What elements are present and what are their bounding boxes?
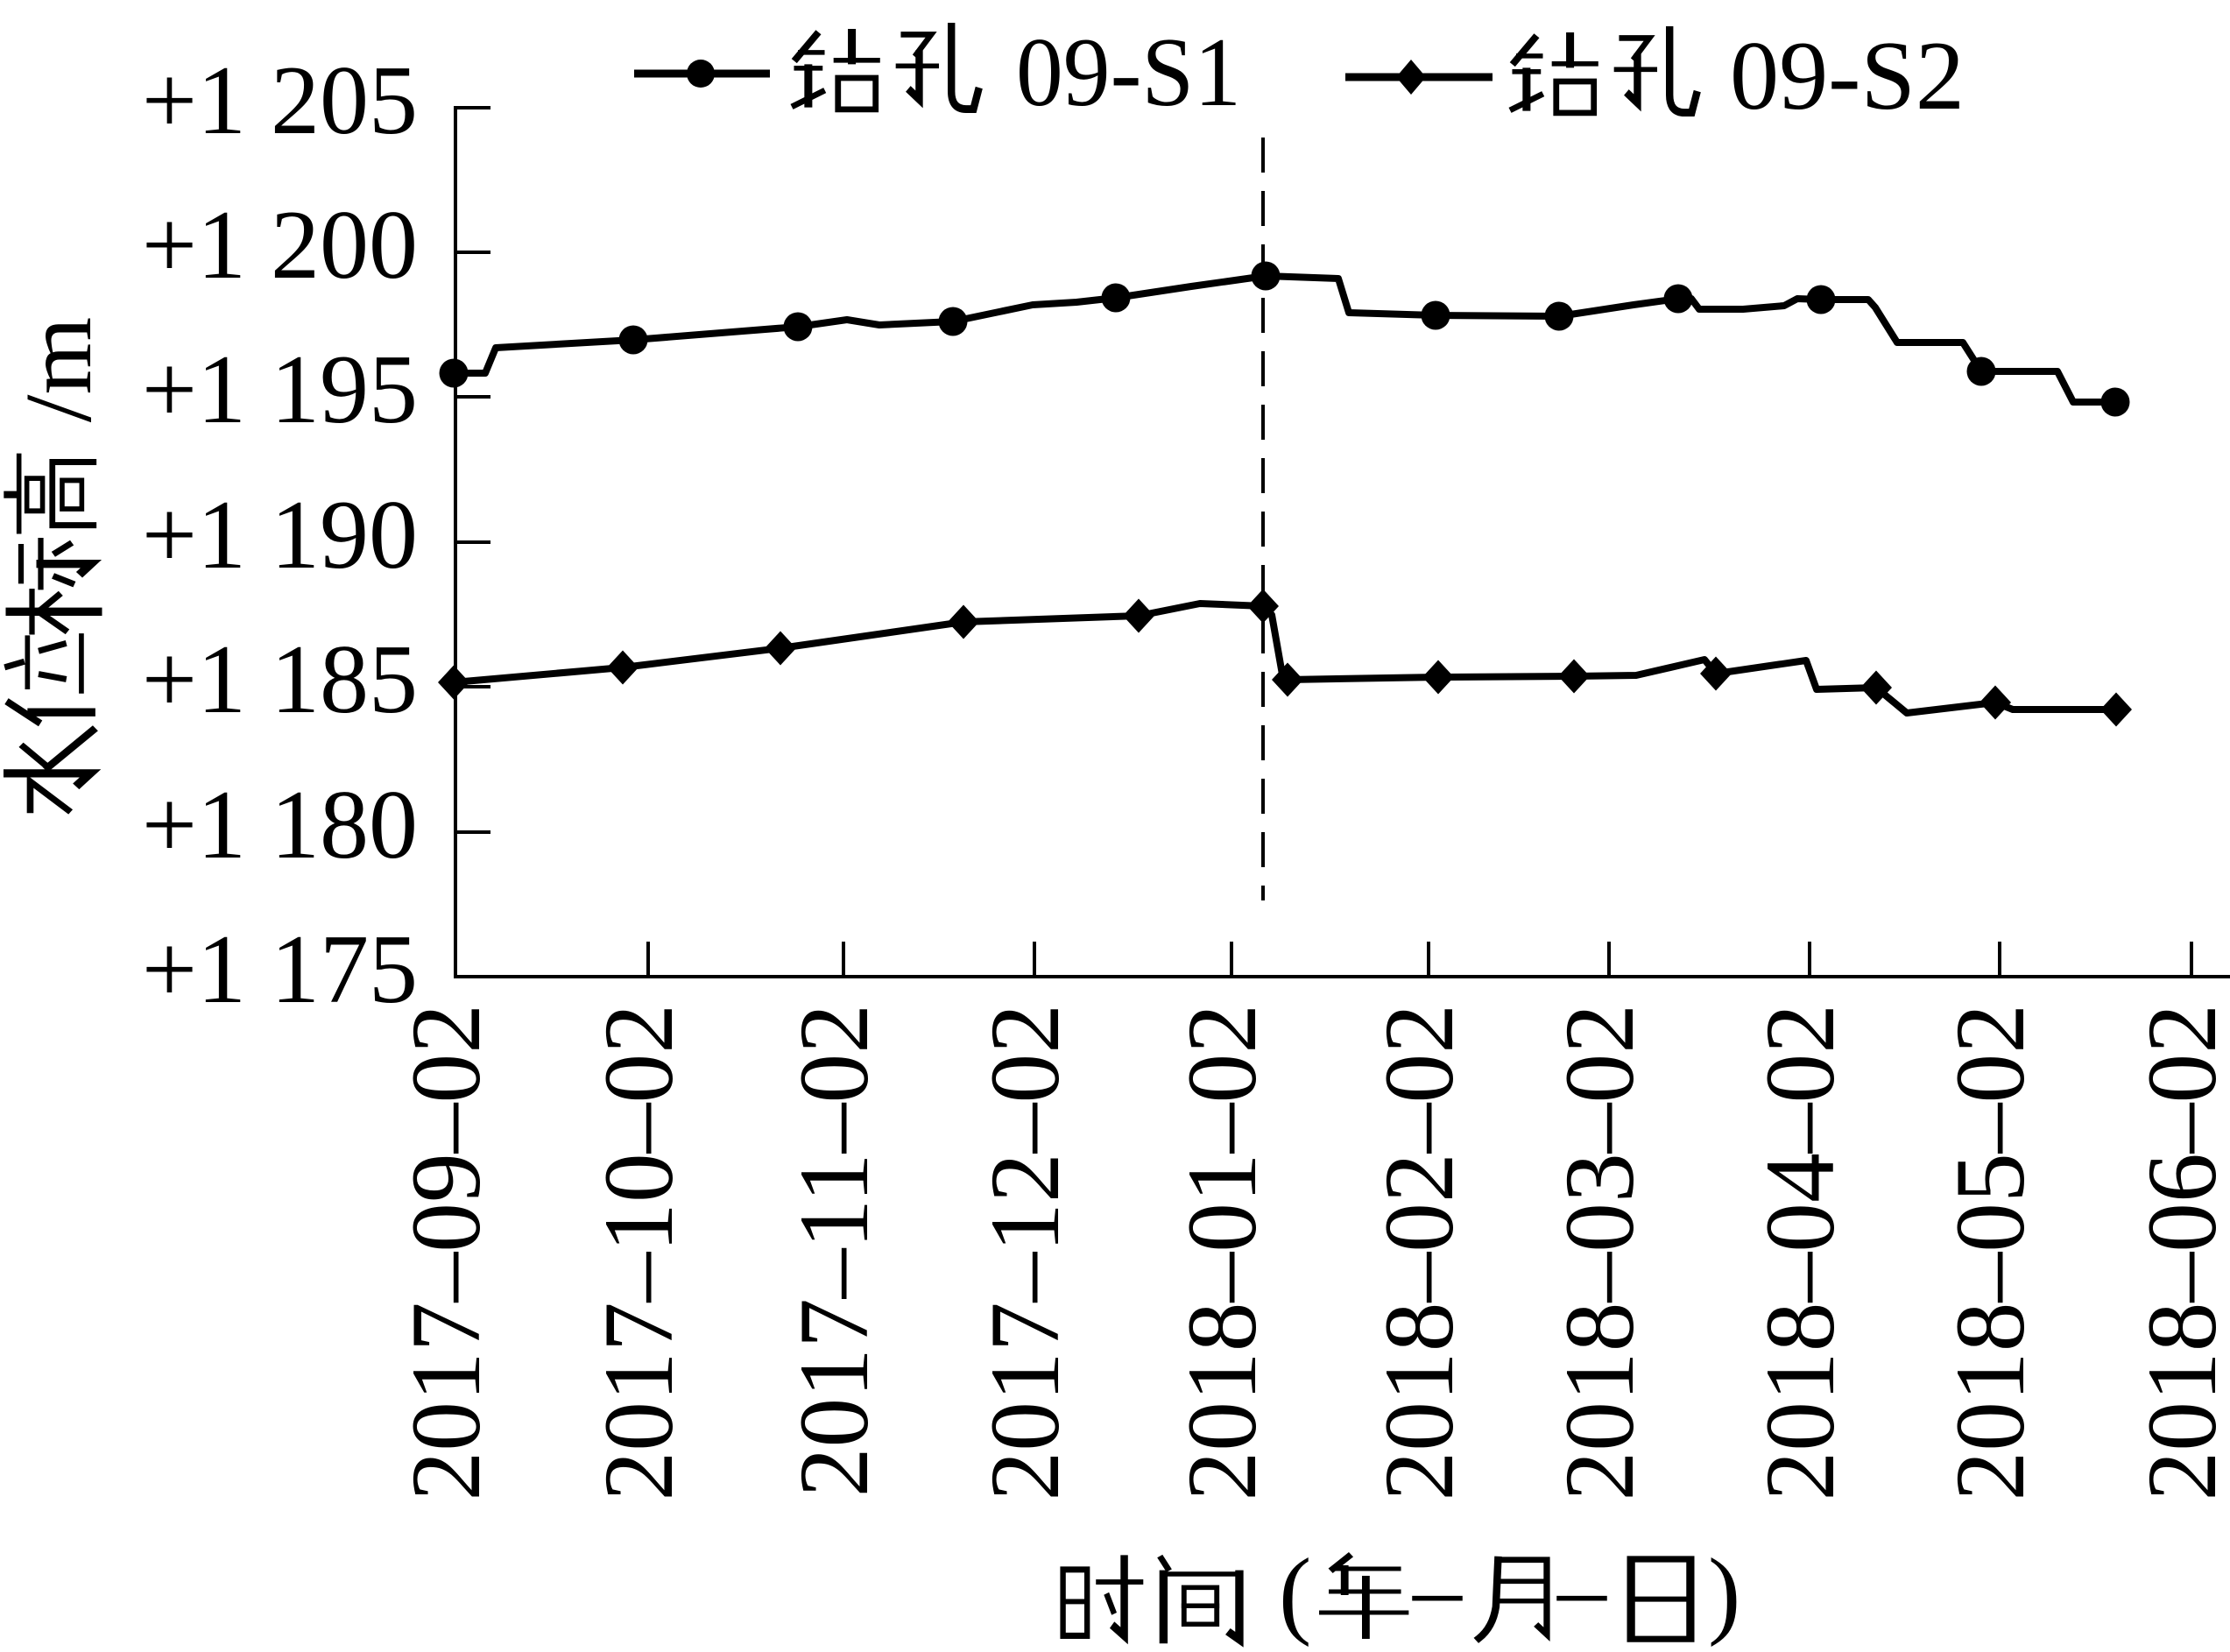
svg-text:09-S2: 09-S2 xyxy=(1730,22,1965,131)
svg-text:2017–10–02: 2017–10–02 xyxy=(583,1004,694,1501)
svg-text:+1 175: +1 175 xyxy=(142,915,418,1024)
svg-text:2017–09–02: 2017–09–02 xyxy=(391,1004,501,1501)
svg-text:+1 180: +1 180 xyxy=(142,771,418,879)
svg-text:+1 190: +1 190 xyxy=(142,481,418,589)
svg-text:): ) xyxy=(1708,1539,1740,1648)
svg-text:2018–04–02: 2018–04–02 xyxy=(1745,1004,1855,1501)
svg-text:+1 200: +1 200 xyxy=(142,191,418,300)
svg-text:+1 205: +1 205 xyxy=(142,46,418,155)
svg-text:2018–05–02: 2018–05–02 xyxy=(1935,1004,2045,1501)
svg-text:(: ( xyxy=(1279,1539,1311,1648)
svg-text:/m: /m xyxy=(7,317,112,423)
svg-text:2018–02–02: 2018–02–02 xyxy=(1364,1004,1474,1501)
svg-text:2017–11–02: 2017–11–02 xyxy=(779,1004,889,1497)
svg-text:–: – xyxy=(1556,1535,1607,1643)
svg-text:2018–06–02: 2018–06–02 xyxy=(2127,1004,2230,1501)
svg-text:+1 185: +1 185 xyxy=(142,625,418,734)
svg-text:2018–01–02: 2018–01–02 xyxy=(1167,1004,1277,1501)
svg-text:+1 195: +1 195 xyxy=(142,335,418,444)
svg-text:2018–03–02: 2018–03–02 xyxy=(1544,1004,1655,1501)
svg-text:2017–12–02: 2017–12–02 xyxy=(970,1004,1080,1501)
svg-text:–: – xyxy=(1412,1535,1463,1643)
svg-text:09-S1: 09-S1 xyxy=(1016,18,1241,127)
